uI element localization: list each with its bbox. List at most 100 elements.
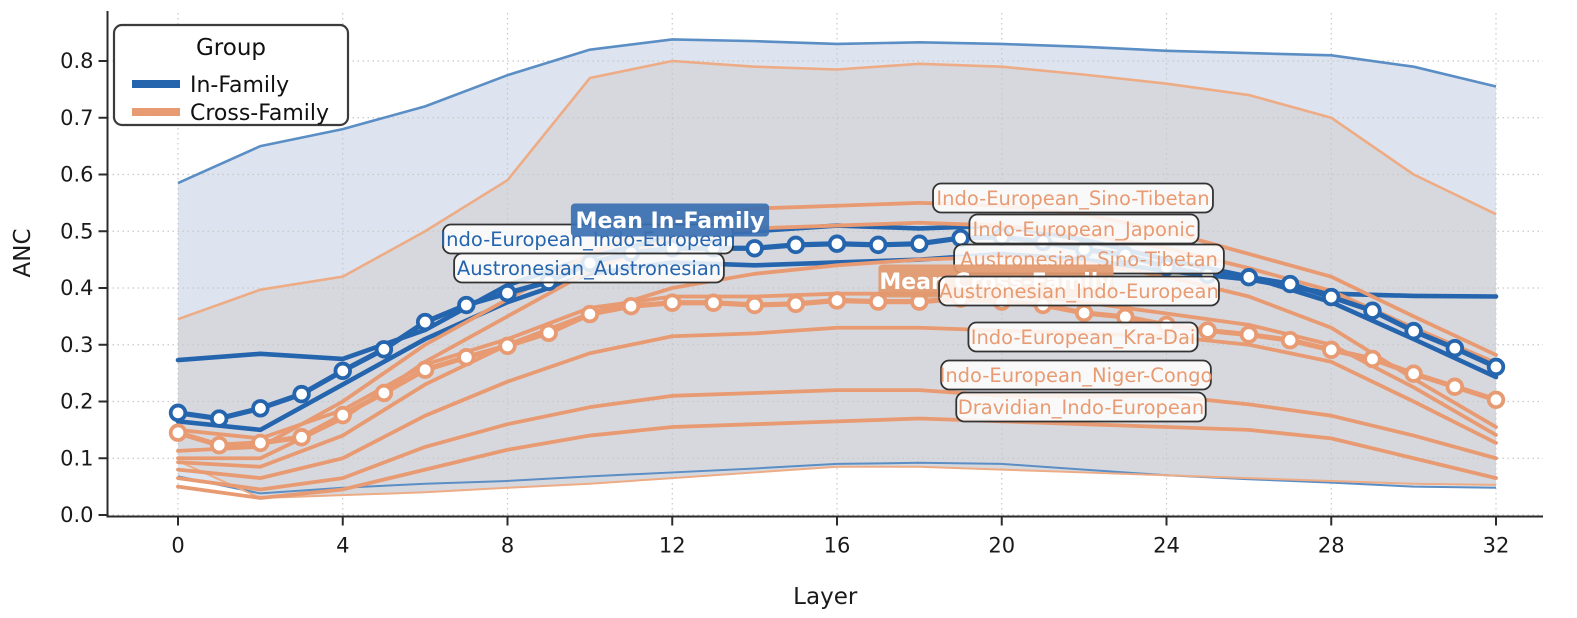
pair-label-austronesian-austronesian: Austronesian_Austronesian: [453, 252, 725, 284]
y-tick-label: 0.3: [60, 333, 93, 357]
data-point-marker: [1404, 364, 1423, 383]
label-box-background: [932, 182, 1214, 214]
data-point-marker: [1404, 321, 1423, 341]
data-point-marker: [333, 405, 352, 425]
legend-label-cross-family: Cross-Family: [190, 101, 329, 126]
mean-badge-mean-in-family: Mean In-Family: [570, 203, 770, 237]
series-line-indo-european_kra-dai: [176, 325, 1498, 481]
data-point-marker: [1198, 321, 1217, 340]
badge-text: Mean In-Family: [576, 209, 765, 234]
data-point-marker: [1322, 340, 1341, 360]
y-tick-label: 0.2: [60, 390, 93, 414]
data-point-marker: [1074, 303, 1094, 323]
data-point-marker: [374, 340, 394, 359]
x-tick-label: 28: [1318, 534, 1345, 558]
data-point-marker: [1280, 331, 1300, 350]
label-box-text: Indo-European_Niger-Congo: [940, 364, 1213, 387]
data-point-marker: [209, 435, 229, 455]
series-line-indo-european_sino-tibetan: [176, 200, 1498, 453]
series-line-austronesian_sino-tibetan: [176, 254, 1498, 469]
cross-family-range-lower-edge: [177, 460, 1497, 499]
pair-label-indo-european-sino-tibetan: Indo-European_Sino-Tibetan: [932, 182, 1214, 214]
data-point-marker: [1280, 274, 1300, 294]
data-point-marker: [951, 228, 970, 248]
data-point-marker: [415, 312, 435, 332]
label-box-background: [967, 321, 1199, 353]
label-box-text: Indo-European_Kra-Dai: [971, 326, 1196, 349]
label-box-background: [453, 252, 725, 284]
in-family-range-lower-edge: [177, 461, 1497, 495]
label-box-background: [940, 359, 1212, 391]
x-tick-label: 16: [824, 534, 851, 558]
label-box-background: [938, 275, 1220, 307]
y-axis-title: ANC: [10, 229, 36, 278]
data-point-marker: [1486, 390, 1506, 409]
y-tick-label: 0.6: [60, 163, 93, 187]
legend-box: [112, 23, 350, 127]
series-line-indo-european_niger-congo: [176, 388, 1498, 492]
data-point-marker: [580, 304, 600, 324]
series-line-dravidian_indo-european: [176, 416, 1498, 500]
x-tick-label: 4: [336, 534, 349, 558]
label-box-background: [968, 213, 1200, 245]
y-tick-label: 0.7: [60, 106, 93, 130]
data-point-marker: [1239, 325, 1259, 344]
data-point-marker: [786, 294, 806, 314]
label-box-text: Austronesian_Austronesian: [457, 257, 721, 280]
data-point-marker: [1445, 377, 1465, 396]
label-box-background: [955, 391, 1207, 423]
pair-label-austronesian-indo-european: Austronesian_Indo-European: [938, 275, 1220, 307]
pair-label-dravidian-indo-european: Dravidian_Indo-European: [955, 391, 1207, 423]
data-point-marker: [663, 293, 682, 312]
y-tick-label: 0.8: [60, 49, 93, 73]
data-point-marker: [457, 348, 476, 367]
data-point-marker: [539, 323, 558, 343]
legend: Group In-Family Cross-Family: [112, 23, 350, 127]
data-point-marker: [827, 291, 847, 310]
x-tick-label: 32: [1483, 534, 1510, 558]
series-mean-cross-family: [168, 289, 1506, 455]
data-point-marker: [498, 283, 517, 303]
label-box-text: Dravidian_Indo-European: [958, 396, 1205, 419]
data-point-marker: [1445, 338, 1465, 358]
legend-label-in-family: In-Family: [190, 73, 289, 98]
label-box-text: Indo-European_Sino-Tibetan: [936, 187, 1209, 210]
pair-label-indo-european-japonic: Indo-European_Japonic: [968, 213, 1200, 245]
data-point-marker: [786, 235, 806, 255]
badge-background: [570, 203, 770, 237]
legend-title: Group: [196, 35, 266, 61]
y-tick-label: 0.1: [60, 446, 93, 470]
data-point-marker: [168, 423, 188, 442]
data-point-marker: [1486, 357, 1506, 377]
in-family-range-upper-edge: [177, 38, 1497, 185]
data-point-marker: [292, 428, 311, 447]
data-point-marker: [251, 433, 270, 453]
data-point-marker: [1363, 349, 1382, 369]
data-point-marker: [333, 361, 352, 381]
y-tick-label: 0.5: [60, 219, 93, 243]
pair-label-indo-european-kra-dai: Indo-European_Kra-Dai: [967, 321, 1199, 353]
data-point-marker: [827, 234, 847, 253]
data-point-marker: [868, 292, 888, 311]
y-tick-label: 0.4: [60, 276, 93, 300]
data-point-marker: [1239, 268, 1259, 287]
data-point-marker: [374, 383, 394, 403]
label-box-text: Austronesian_Indo-European: [939, 280, 1219, 303]
x-tick-label: 12: [659, 534, 686, 558]
data-point-marker: [498, 336, 517, 356]
data-point-marker: [621, 296, 641, 316]
data-point-marker: [1363, 301, 1382, 320]
x-tick-label: 20: [988, 534, 1015, 558]
label-box-text: Indo-European_Japonic: [973, 218, 1196, 241]
data-point-marker: [292, 384, 311, 404]
data-point-marker: [457, 295, 476, 315]
data-point-marker: [168, 403, 188, 423]
x-tick-label: 0: [171, 534, 184, 558]
data-point-marker: [209, 409, 229, 428]
cross-family-range-upper-edge: [177, 59, 1497, 321]
data-point-marker: [1322, 287, 1341, 307]
data-point-marker: [868, 235, 888, 255]
y-tick-label: 0.0: [60, 503, 93, 527]
